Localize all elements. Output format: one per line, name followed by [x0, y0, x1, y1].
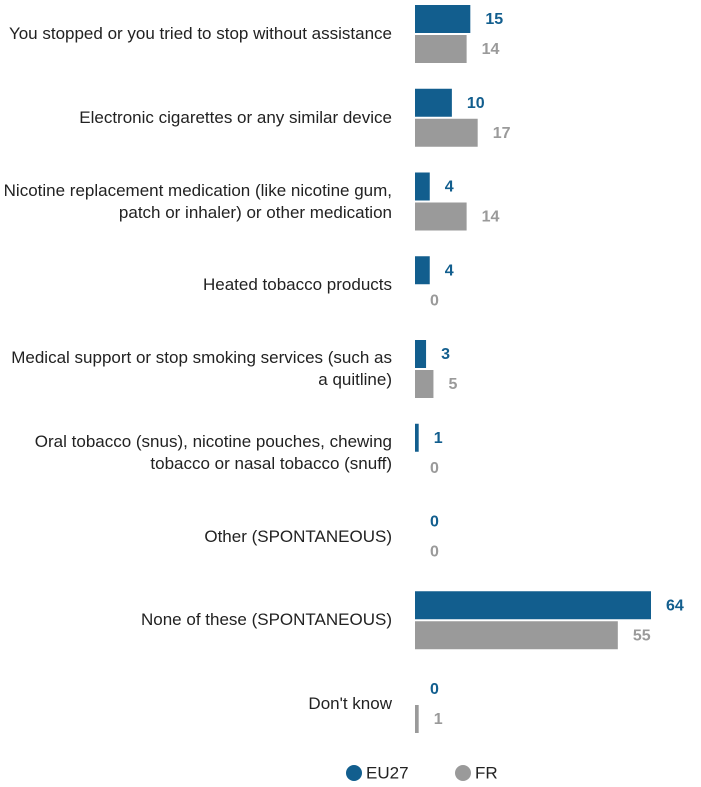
bar [415, 256, 430, 285]
legend-label: FR [475, 763, 498, 782]
value-label: 0 [430, 460, 439, 477]
value-label: 3 [441, 346, 450, 363]
category-label: Oral tobacco (snus), nicotine pouches, c… [34, 431, 392, 473]
legend-marker [346, 765, 362, 781]
value-label: 0 [430, 292, 439, 309]
bar [415, 118, 478, 147]
bar [415, 88, 452, 117]
bar [415, 705, 419, 733]
category-label: Nicotine replacement medication (like ni… [3, 180, 392, 222]
value-label: 0 [430, 514, 439, 531]
bar [415, 172, 430, 201]
category-label: Electronic cigarettes or any similar dev… [79, 107, 392, 127]
category-label: Medical support or stop smoking services… [11, 348, 392, 389]
value-label: 4 [445, 262, 454, 279]
bar [415, 35, 467, 63]
value-label: 0 [430, 681, 439, 698]
value-label: 5 [448, 376, 457, 393]
bar [415, 202, 467, 231]
category-label: You stopped or you tried to stop without… [8, 24, 392, 43]
legend-marker [455, 765, 471, 781]
value-label: 14 [482, 209, 500, 226]
bar [415, 591, 651, 620]
category-label: Heated tobacco products [202, 275, 392, 295]
value-label: 55 [633, 627, 651, 644]
value-label: 4 [445, 179, 454, 196]
value-label: 10 [467, 95, 485, 112]
category-label: Other (SPONTANEOUS) [204, 526, 392, 546]
value-label: 14 [482, 41, 500, 58]
bar [415, 370, 434, 398]
bar [415, 423, 419, 452]
value-label: 15 [485, 11, 503, 28]
value-label: 0 [430, 544, 439, 561]
value-label: 1 [434, 430, 443, 447]
bar [415, 340, 427, 368]
category-label: Don't know [308, 694, 392, 713]
value-label: 17 [493, 125, 511, 142]
bar [415, 621, 618, 650]
bar [415, 5, 471, 33]
legend-label: EU27 [366, 763, 409, 782]
value-label: 64 [666, 597, 684, 614]
category-label: None of these (SPONTANEOUS) [141, 610, 392, 630]
value-label: 1 [434, 711, 443, 728]
